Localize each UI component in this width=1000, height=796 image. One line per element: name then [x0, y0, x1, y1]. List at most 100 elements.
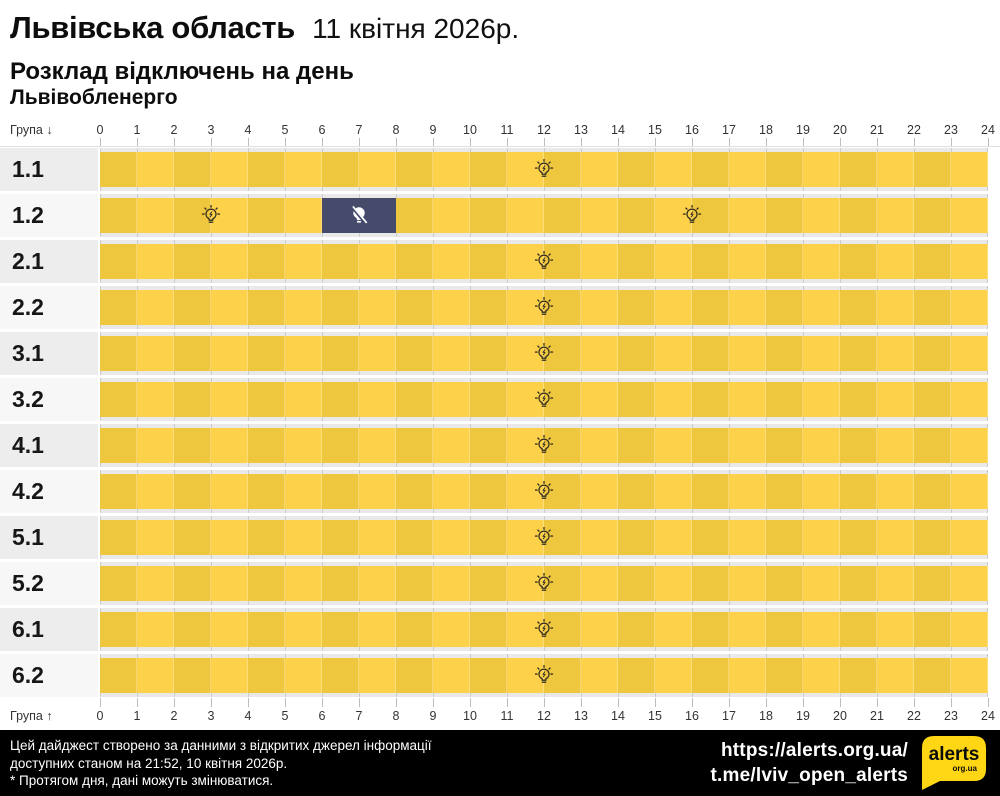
power-hour-cell [877, 198, 914, 233]
power-hour-cell [914, 428, 951, 463]
power-hour-cell [137, 658, 174, 693]
power-hour-cell [211, 244, 248, 279]
bulb-on-icon [533, 342, 555, 364]
power-hour-cell [803, 658, 840, 693]
power-hour-cell [618, 152, 655, 187]
group-label-bottom: Група ↑ [10, 709, 53, 723]
power-hour-cell [285, 152, 322, 187]
power-hour-cell [766, 428, 803, 463]
power-hour-cell [544, 336, 581, 371]
power-hour-cell [655, 198, 692, 233]
telegram-link[interactable]: t.me/lviv_open_alerts [710, 765, 908, 786]
bulb-on-icon [533, 296, 555, 318]
power-hour-cell [248, 198, 285, 233]
power-hour-cell [396, 290, 433, 325]
power-hour-cell [396, 382, 433, 417]
power-hour-cell [433, 152, 470, 187]
axis-tick [285, 138, 286, 147]
power-hour-cell [248, 336, 285, 371]
power-hour-cell [692, 336, 729, 371]
row-label: 1.2 [0, 194, 98, 237]
power-hour-cell [285, 198, 322, 233]
row-bar [100, 612, 988, 647]
row-bar [100, 566, 988, 601]
power-hour-cell [581, 198, 618, 233]
hour-label: 23 [944, 709, 958, 723]
power-hour-cell [285, 520, 322, 555]
power-hour-cell [840, 428, 877, 463]
power-hour-cell [951, 566, 988, 601]
power-hour-cell [137, 428, 174, 463]
power-hour-cell [914, 382, 951, 417]
power-hour-cell [766, 198, 803, 233]
hour-label: 10 [463, 123, 477, 137]
hour-label: 20 [833, 709, 847, 723]
power-hour-cell [285, 336, 322, 371]
power-hour-cell [914, 198, 951, 233]
power-hour-cell [877, 566, 914, 601]
power-hour-cell [396, 474, 433, 509]
power-hour-cell [248, 658, 285, 693]
page-title: Львівська область [10, 10, 296, 45]
power-hour-cell [433, 612, 470, 647]
power-hour-cell [840, 244, 877, 279]
hour-label: 11 [500, 123, 514, 137]
hour-label: 24 [981, 123, 995, 137]
power-hour-cell [211, 382, 248, 417]
power-hour-cell [840, 152, 877, 187]
hour-label: 9 [429, 123, 437, 137]
axis-tick [211, 698, 212, 707]
power-hour-cell [396, 152, 433, 187]
hour-label: 2 [170, 123, 178, 137]
axis-tick [803, 138, 804, 147]
power-hour-cell [655, 612, 692, 647]
power-hour-cell [174, 152, 211, 187]
power-hour-cell [174, 336, 211, 371]
power-hour-cell [951, 152, 988, 187]
power-hour-cell [211, 290, 248, 325]
hour-label: 7 [355, 709, 363, 723]
power-hour-cell [100, 198, 137, 233]
hour-label: 8 [392, 709, 400, 723]
power-hour-cell [692, 612, 729, 647]
power-hour-cell [507, 428, 544, 463]
power-hour-cell [433, 566, 470, 601]
power-hour-cell [359, 244, 396, 279]
power-hour-cell [507, 382, 544, 417]
power-hour-cell [655, 382, 692, 417]
power-hour-cell [877, 244, 914, 279]
schedule-row: 1.1 [0, 148, 1000, 191]
power-hour-cell [951, 520, 988, 555]
power-hour-cell [655, 290, 692, 325]
axis-tick [433, 698, 434, 707]
power-hour-cell [322, 658, 359, 693]
power-hour-cell [729, 382, 766, 417]
power-hour-cell [507, 244, 544, 279]
power-hour-cell [729, 566, 766, 601]
hour-label: 18 [759, 123, 773, 137]
axis-tick [174, 698, 175, 707]
hour-label: 6 [318, 709, 326, 723]
hour-label: 24 [981, 709, 995, 723]
power-hour-cell [248, 382, 285, 417]
website-link[interactable]: https://alerts.org.ua/ [720, 740, 908, 761]
power-hour-cell [877, 152, 914, 187]
power-hour-cell [322, 474, 359, 509]
power-hour-cell [137, 566, 174, 601]
power-hour-cell [840, 520, 877, 555]
power-hour-cell [618, 336, 655, 371]
date-label: 11 квітня 2026р. [312, 13, 520, 44]
row-bar [100, 198, 988, 233]
hour-label: 12 [537, 709, 551, 723]
bulb-on-icon [533, 250, 555, 272]
power-hour-cell [581, 520, 618, 555]
power-hour-cell [322, 566, 359, 601]
group-label-top: Група ↓ [10, 123, 53, 137]
axis-tick [877, 698, 878, 707]
power-hour-cell [766, 612, 803, 647]
row-bar [100, 428, 988, 463]
outage-hour-cell [322, 198, 359, 233]
hour-label: 0 [96, 709, 104, 723]
axis-tick [655, 138, 656, 147]
power-hour-cell [137, 152, 174, 187]
